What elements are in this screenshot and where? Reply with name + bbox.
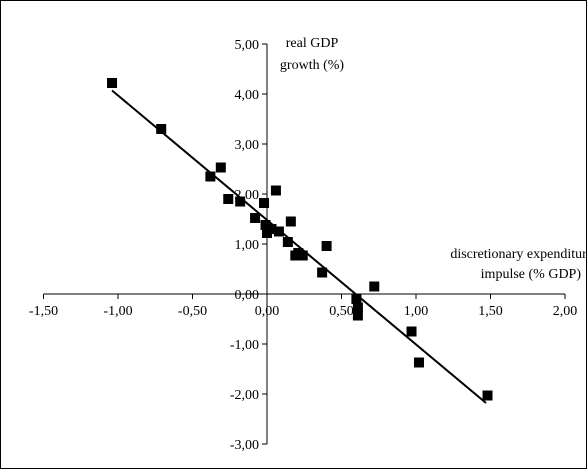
data-point xyxy=(406,326,417,337)
y-tick-label: 5,00 xyxy=(235,38,260,53)
data-point xyxy=(266,224,277,234)
axes xyxy=(43,44,565,444)
data-point xyxy=(215,162,226,173)
data-point xyxy=(413,357,424,368)
data-point xyxy=(352,310,363,321)
data-point xyxy=(285,216,296,227)
axis-tick-labels: -1,50 -1,00 -0,50 0,00 0,50 1,00 1,50 2,00 -3,00… xyxy=(29,38,577,453)
data-point xyxy=(205,171,216,182)
data-point xyxy=(352,302,363,313)
y-tick-label: 0,00 xyxy=(235,288,260,303)
data-point xyxy=(369,281,380,292)
y-axis-title-line: growth (%) xyxy=(280,58,344,73)
data-point xyxy=(282,237,293,247)
x-tick-label: 2,00 xyxy=(553,304,578,319)
x-tick-label: -0,50 xyxy=(178,304,207,319)
data-point xyxy=(351,294,362,304)
trendline-layer xyxy=(111,89,487,404)
x-tick-label: 1,50 xyxy=(478,304,503,319)
x-tick-label: 1,00 xyxy=(404,304,429,319)
x-tick-label: 0,50 xyxy=(329,304,354,319)
y-tick-label: 4,00 xyxy=(235,88,260,103)
axis-titles: real GDP growth (%) discretionary expendit… xyxy=(280,36,586,282)
axis-ticks xyxy=(43,43,566,445)
y-tick-label: -1,00 xyxy=(230,338,259,353)
data-point xyxy=(273,226,284,237)
data-point xyxy=(235,196,246,207)
data-point xyxy=(259,198,270,208)
data-point xyxy=(482,390,493,401)
data-points xyxy=(107,78,493,401)
y-tick-label: -2,00 xyxy=(230,388,259,403)
x-axis-title-line: discretionary expenditure xyxy=(450,247,586,262)
data-point xyxy=(260,220,271,230)
x-tick-label: 0,00 xyxy=(255,304,280,319)
x-axis-title: discretionary expenditure impulse (% GDP) xyxy=(450,247,586,282)
data-point xyxy=(156,124,167,134)
data-point xyxy=(250,213,261,223)
y-tick-label: 3,00 xyxy=(235,138,260,153)
y-tick-label: 1,00 xyxy=(235,238,260,253)
data-point xyxy=(317,267,328,278)
y-tick-label: -3,00 xyxy=(230,438,259,453)
data-point xyxy=(321,241,332,251)
data-point xyxy=(297,250,308,261)
x-axis-title-line: impulse (% GDP) xyxy=(481,267,582,282)
data-point xyxy=(107,78,118,88)
data-point xyxy=(223,194,234,204)
y-axis-title: real GDP growth (%) xyxy=(280,36,344,73)
x-tick-label: -1,00 xyxy=(103,304,132,319)
trendline xyxy=(111,89,487,404)
x-tick-label: -1,50 xyxy=(29,304,58,319)
data-point xyxy=(270,185,281,196)
y-axis-title-line: real GDP xyxy=(286,36,339,51)
